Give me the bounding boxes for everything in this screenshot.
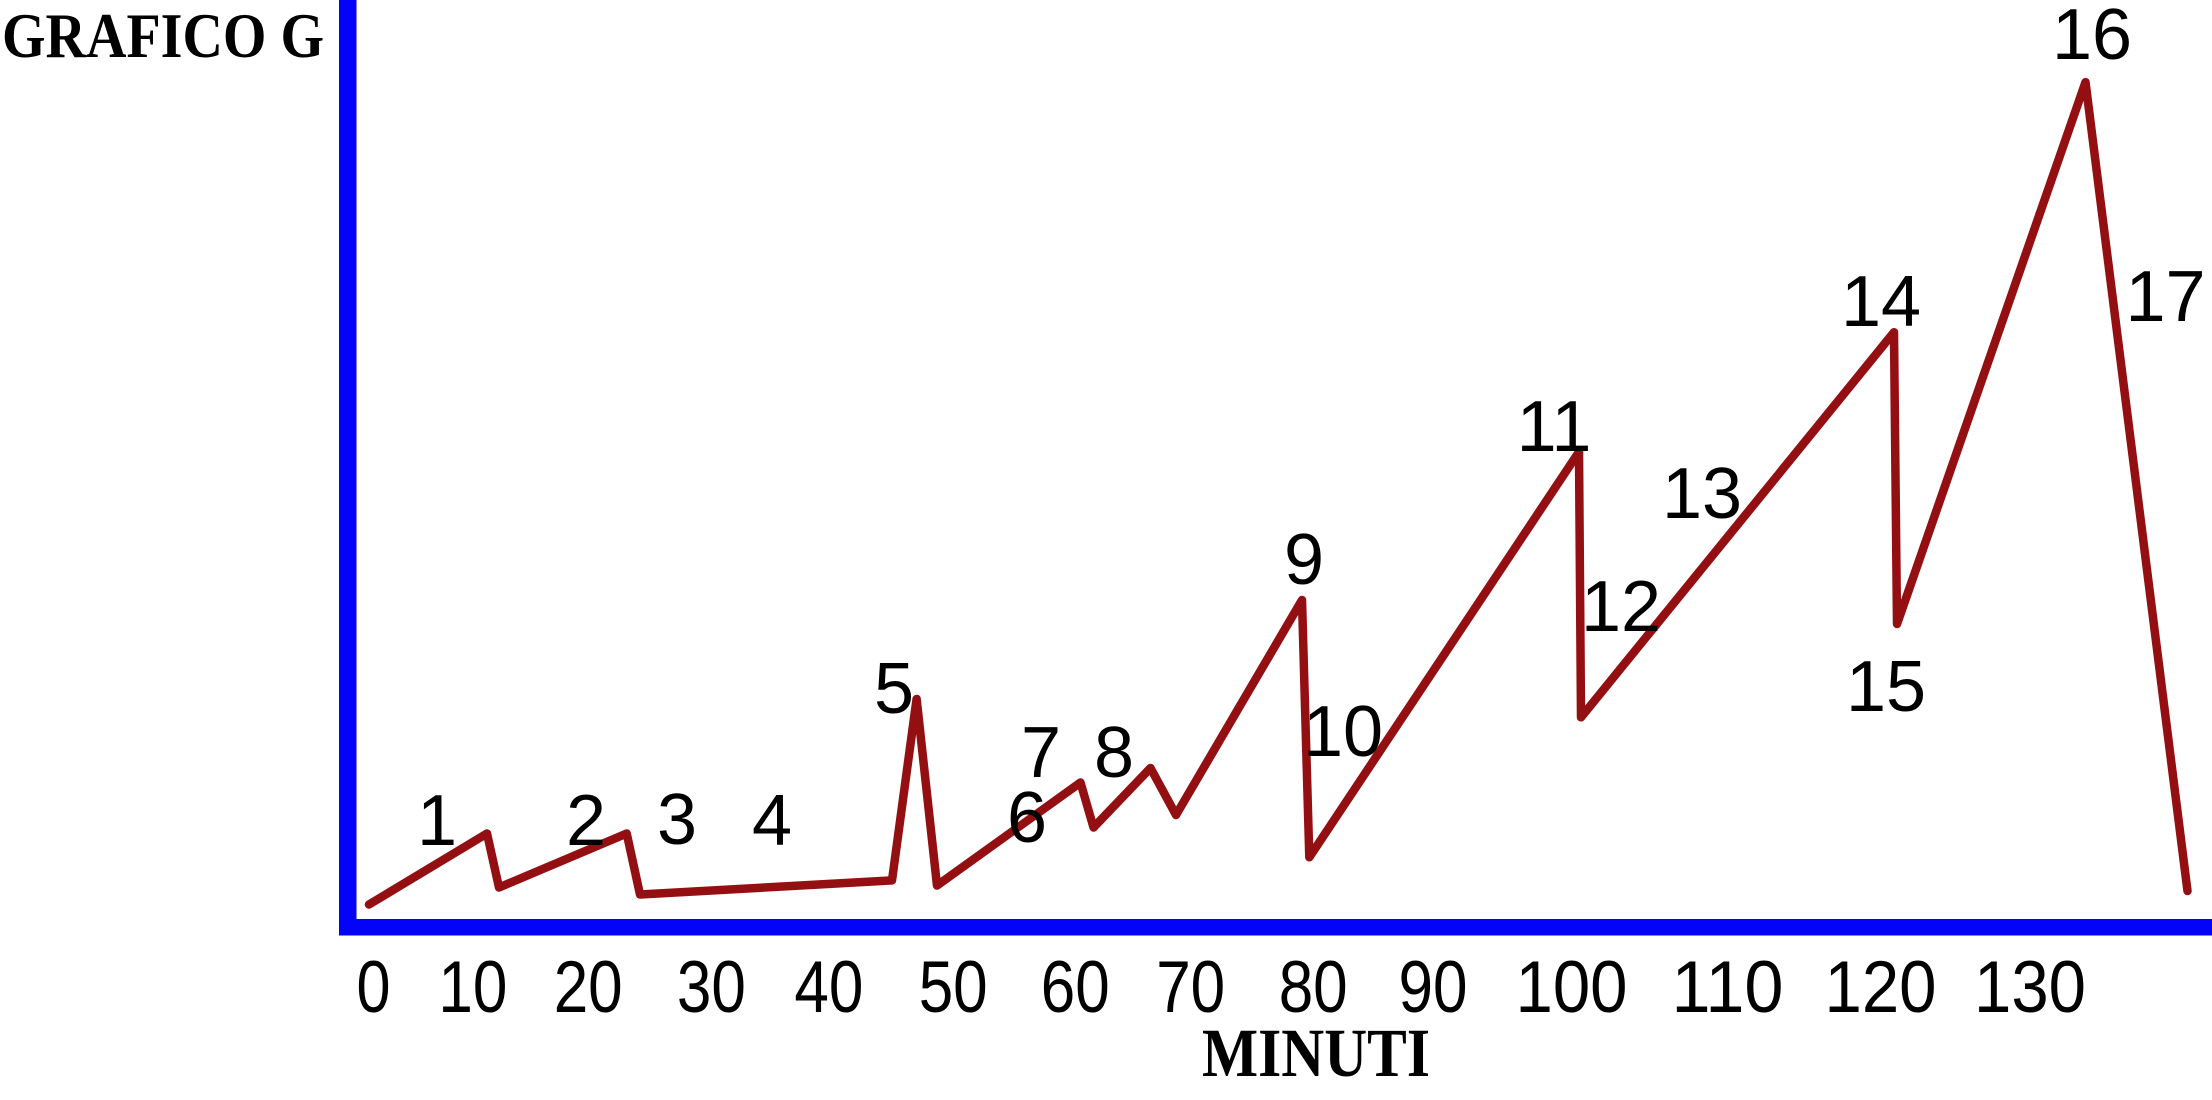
svg-text:30: 30 [677, 947, 746, 1028]
svg-text:11: 11 [1517, 387, 1592, 467]
svg-text:8: 8 [1094, 713, 1134, 793]
svg-text:10: 10 [438, 947, 507, 1028]
svg-text:100: 100 [1516, 947, 1628, 1028]
svg-text:5: 5 [874, 649, 914, 729]
svg-text:13: 13 [1662, 454, 1742, 534]
svg-text:20: 20 [554, 947, 623, 1028]
svg-text:1: 1 [417, 781, 457, 861]
svg-text:2: 2 [566, 781, 606, 861]
svg-text:7: 7 [1021, 713, 1061, 793]
svg-text:130: 130 [1974, 947, 2086, 1028]
svg-text:MINUTI: MINUTI [1202, 1015, 1430, 1091]
svg-text:16: 16 [2052, 0, 2132, 75]
svg-text:120: 120 [1825, 947, 1937, 1028]
svg-text:40: 40 [794, 947, 863, 1028]
svg-text:0: 0 [357, 947, 391, 1028]
svg-text:6: 6 [1007, 778, 1047, 858]
svg-text:10: 10 [1303, 692, 1383, 772]
svg-text:60: 60 [1041, 947, 1110, 1028]
svg-text:9: 9 [1284, 520, 1324, 600]
svg-text:3: 3 [657, 780, 697, 860]
svg-text:14: 14 [1841, 262, 1921, 342]
svg-text:80: 80 [1279, 947, 1348, 1028]
svg-text:12: 12 [1581, 567, 1661, 647]
svg-text:15: 15 [1846, 647, 1926, 727]
svg-text:17: 17 [2125, 257, 2205, 337]
svg-text:GRAFICO G: GRAFICO G [2, 1, 324, 71]
svg-text:110: 110 [1672, 947, 1784, 1028]
svg-text:4: 4 [752, 781, 792, 861]
svg-text:90: 90 [1399, 947, 1468, 1028]
svg-text:50: 50 [919, 947, 988, 1028]
svg-text:70: 70 [1156, 947, 1225, 1028]
